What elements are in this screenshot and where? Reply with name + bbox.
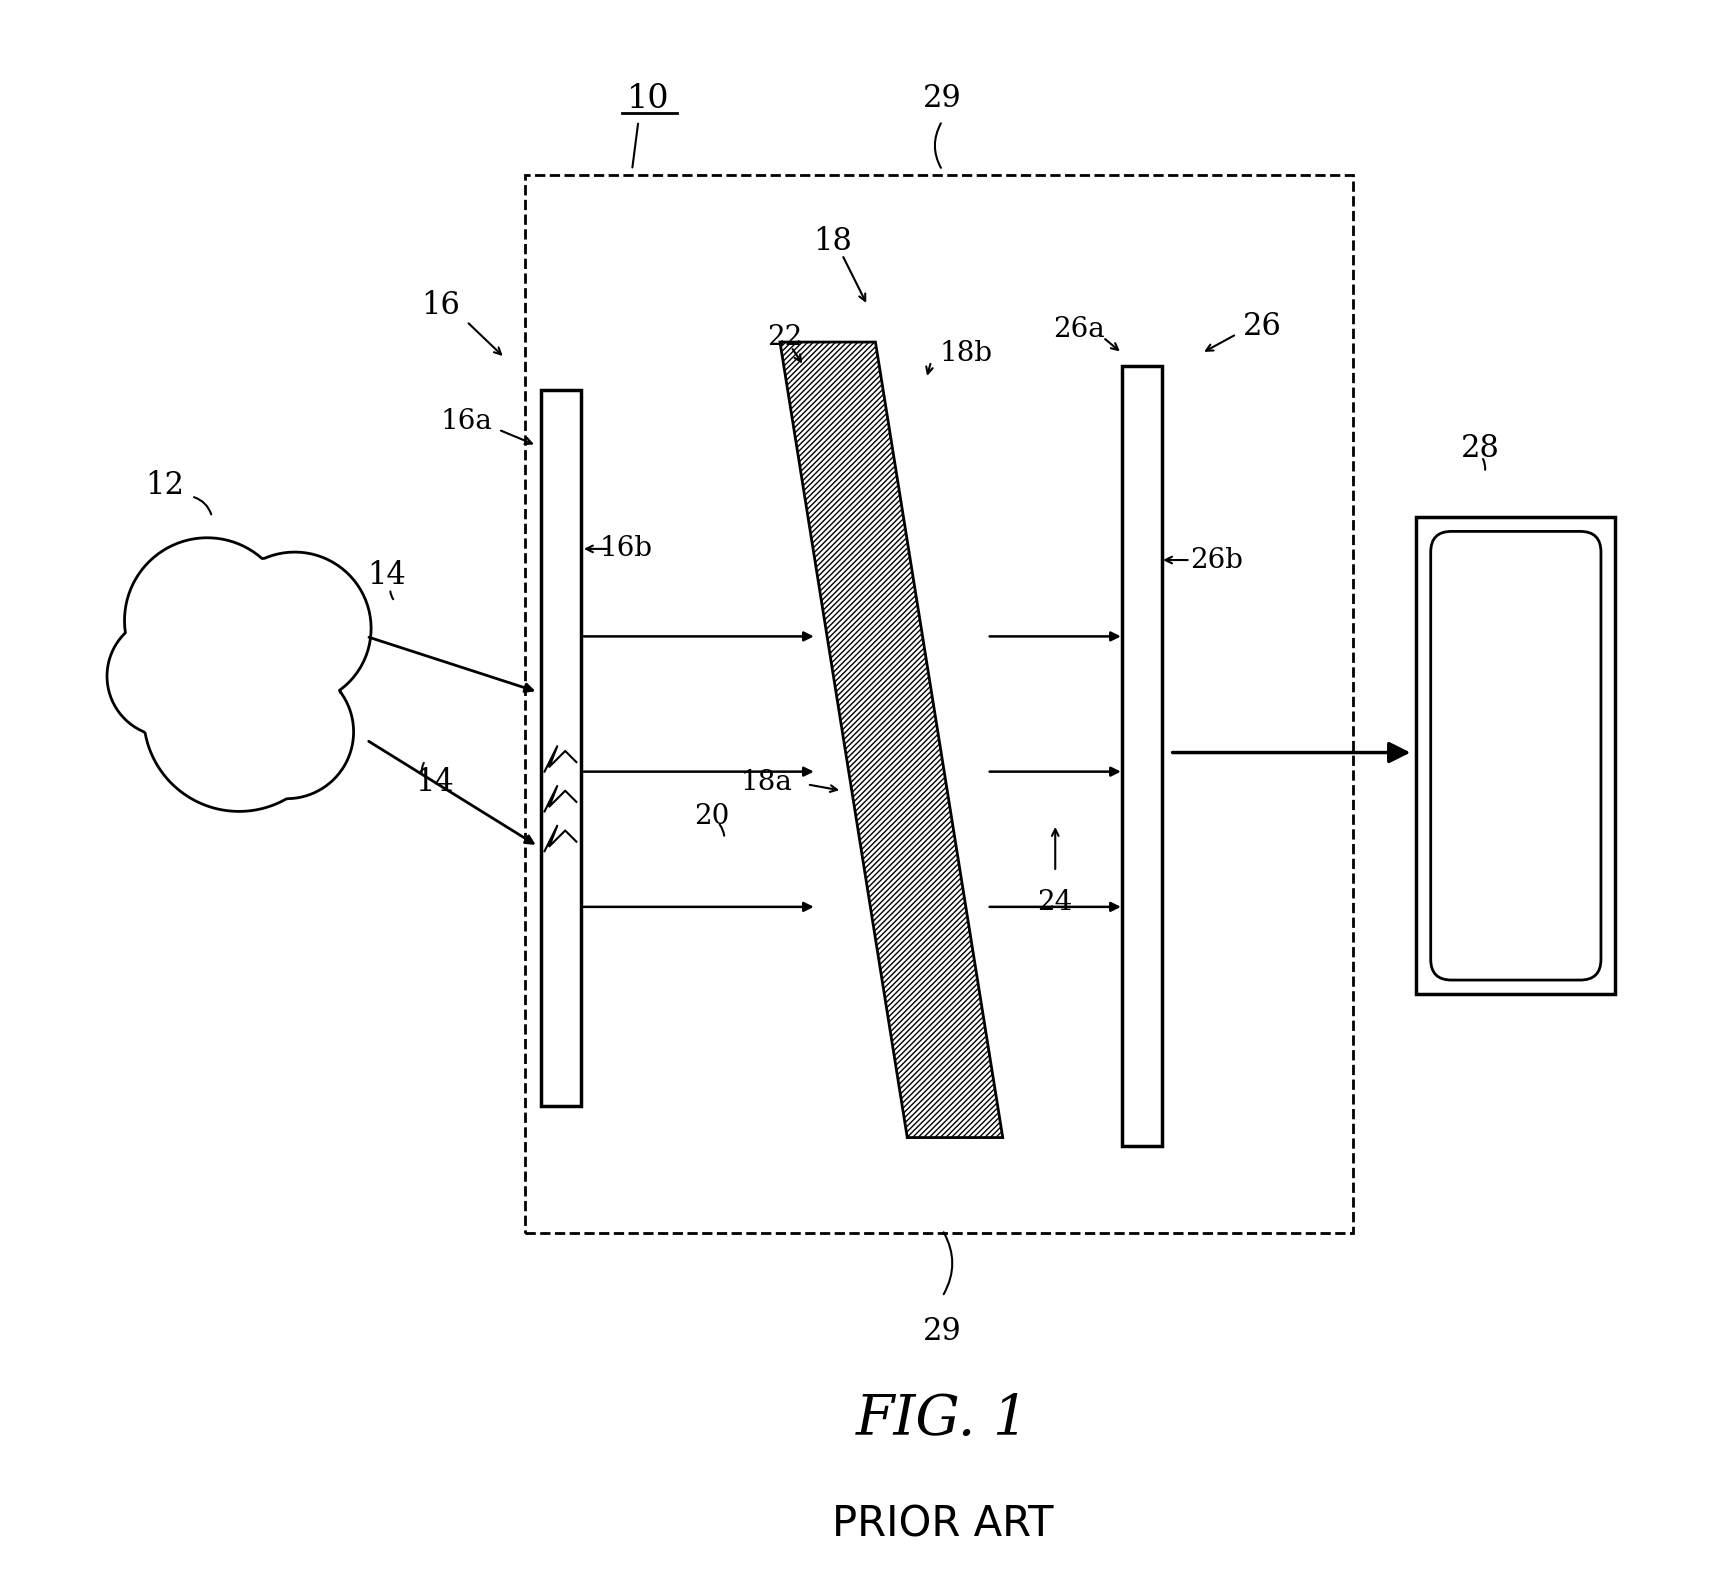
Text: 10: 10 [626,83,670,115]
Text: 24: 24 [1038,889,1072,915]
Polygon shape [781,342,1003,1138]
Text: 22: 22 [767,325,802,350]
Bar [541,390,581,1106]
Bar [1123,366,1162,1146]
Text: 20: 20 [694,803,729,829]
Text: 18a: 18a [741,770,793,796]
Bar [526,175,1353,1233]
Text: PRIOR ART: PRIOR ART [831,1503,1053,1545]
Text: 18b: 18b [939,340,992,366]
Text: 28: 28 [1461,433,1499,465]
Text: 14: 14 [368,560,406,592]
FancyBboxPatch shape [1431,531,1601,980]
Text: 29: 29 [923,83,961,115]
Text: 18: 18 [814,226,852,258]
Text: FIG. 1: FIG. 1 [855,1392,1029,1446]
Text: 16: 16 [422,290,460,321]
Text: 16b: 16b [599,536,652,562]
Text: 12: 12 [144,469,184,501]
Text: 26a: 26a [1053,317,1105,342]
Text: 26b: 26b [1190,547,1244,573]
Text: 14: 14 [415,767,455,799]
Text: 26: 26 [1242,310,1282,342]
Text: 29: 29 [923,1316,961,1348]
Text: 16a: 16a [441,409,493,434]
Bar [1416,517,1615,994]
